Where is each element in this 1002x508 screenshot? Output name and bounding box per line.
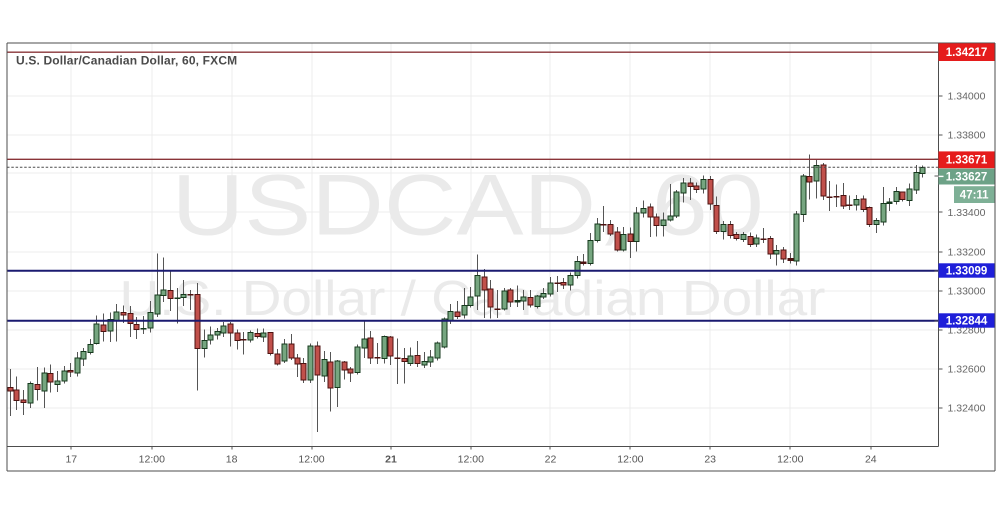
svg-text:U.S. Dollar/Canadian Dollar, 6: U.S. Dollar/Canadian Dollar, 60, FXCM	[16, 54, 237, 68]
svg-text:1.32600: 1.32600	[948, 364, 986, 376]
svg-text:1.33099: 1.33099	[946, 265, 988, 277]
svg-text:18: 18	[226, 454, 238, 466]
svg-text:12:00: 12:00	[298, 454, 324, 466]
svg-text:22: 22	[545, 454, 557, 466]
svg-text:1.33200: 1.33200	[948, 246, 986, 258]
svg-text:1.33400: 1.33400	[948, 207, 986, 219]
svg-text:12:00: 12:00	[139, 454, 165, 466]
svg-text:1.32844: 1.32844	[946, 315, 988, 327]
svg-text:1.34000: 1.34000	[948, 91, 986, 103]
svg-text:1.34217: 1.34217	[946, 47, 988, 59]
svg-text:24: 24	[865, 454, 877, 466]
svg-text:USDCAD, 60: USDCAD, 60	[172, 157, 764, 253]
svg-text:21: 21	[385, 454, 397, 466]
svg-text:47:11: 47:11	[960, 190, 989, 202]
svg-text:12:00: 12:00	[777, 454, 803, 466]
svg-text:17: 17	[65, 454, 77, 466]
svg-text:12:00: 12:00	[458, 454, 484, 466]
svg-text:1.33800: 1.33800	[948, 129, 986, 141]
svg-text:23: 23	[704, 454, 716, 466]
svg-text:1.32400: 1.32400	[948, 403, 986, 415]
svg-text:12:00: 12:00	[617, 454, 643, 466]
svg-text:1.33627: 1.33627	[946, 171, 988, 183]
svg-text:1.33000: 1.33000	[948, 285, 986, 297]
svg-text:1.33671: 1.33671	[946, 155, 988, 167]
